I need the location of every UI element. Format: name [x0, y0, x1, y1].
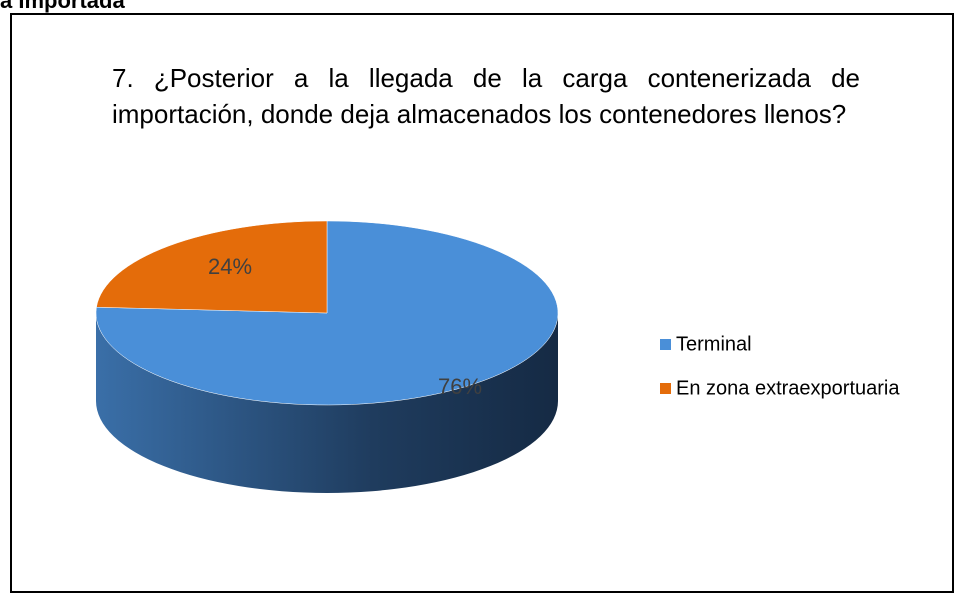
legend-label: En zona extraexportuaria: [676, 377, 900, 399]
legend-swatch: [660, 383, 671, 394]
data-label: 24%: [208, 254, 252, 279]
legend-label: Terminal: [676, 333, 752, 355]
pie-slice: [96, 220, 328, 314]
chart-title: 7. ¿Posterior a la llegada de la carga c…: [112, 63, 860, 129]
chart: 76% 24% Terminal En zona extraexportuaria: [95, 220, 900, 493]
pie-side: [96, 313, 558, 493]
legend-swatch: [660, 339, 671, 350]
heading: a Importada: [0, 0, 125, 13]
data-label: 76%: [438, 374, 482, 399]
